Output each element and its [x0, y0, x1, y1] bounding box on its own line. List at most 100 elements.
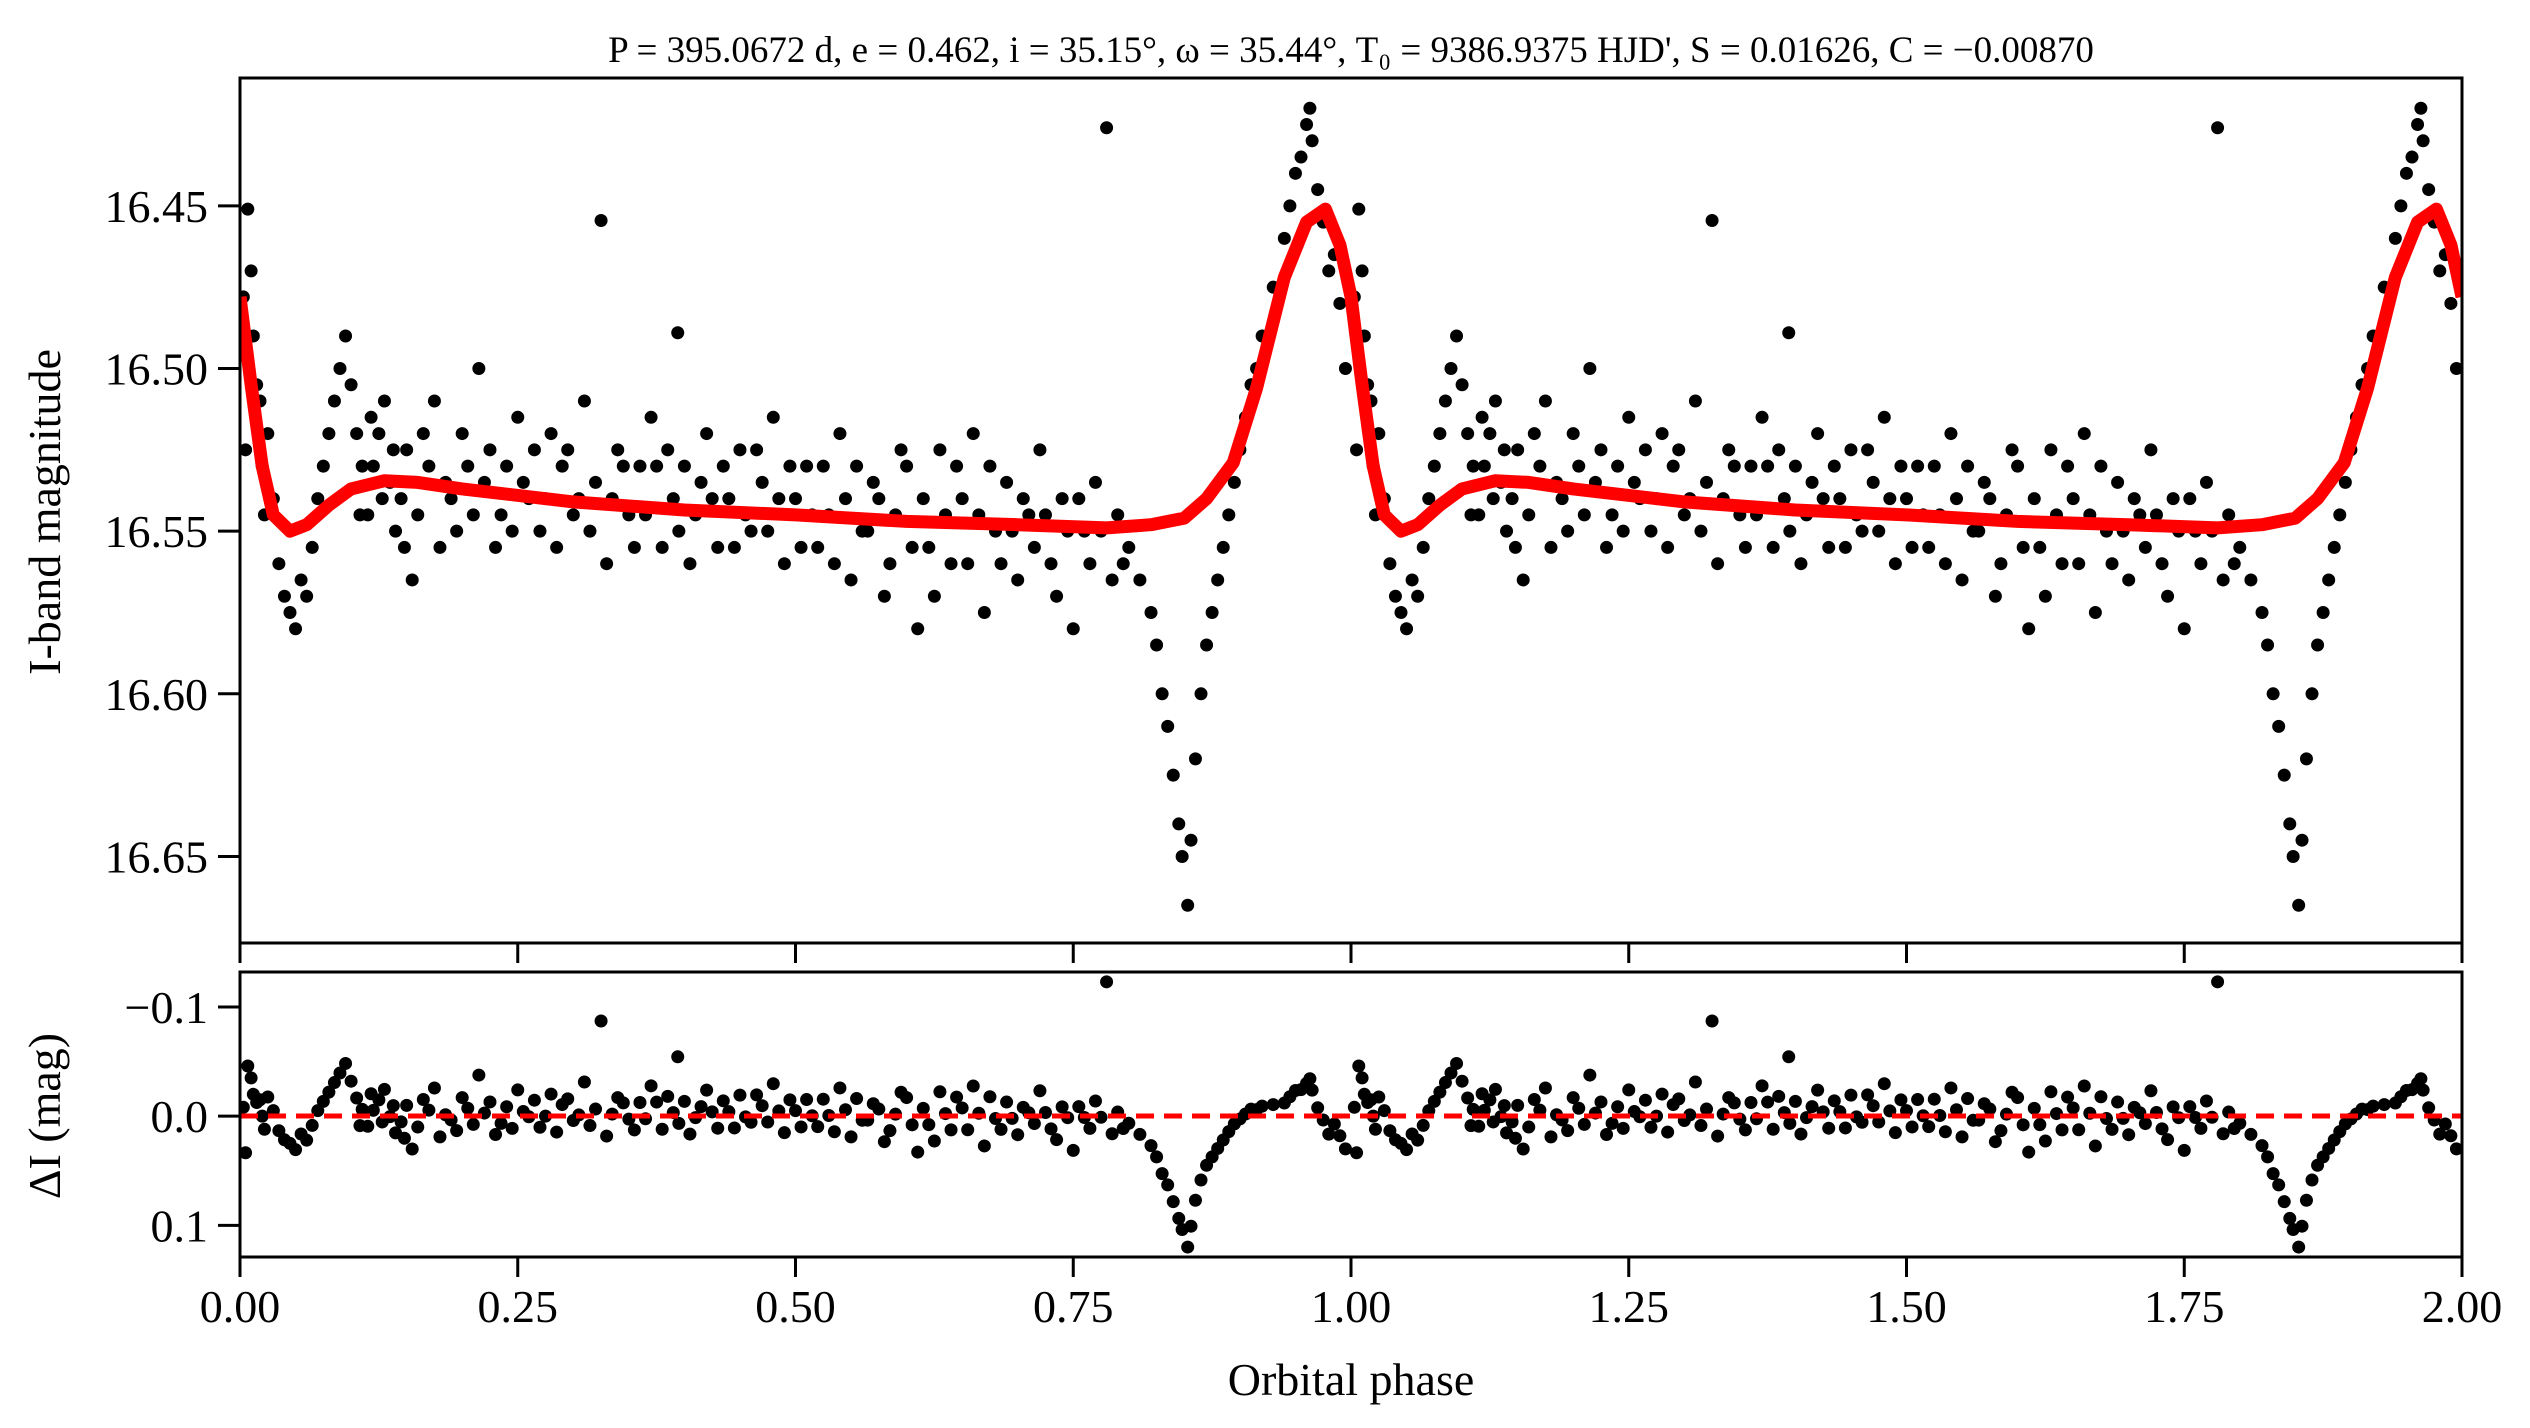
residual-point [2292, 1240, 2306, 1254]
observation-point [1450, 329, 1464, 343]
observation-point [241, 202, 255, 216]
residual-point [694, 1100, 708, 1114]
residual-point [1411, 1133, 1425, 1147]
residual-point [838, 1103, 852, 1117]
observation-point [1577, 508, 1591, 522]
observation-point [1888, 557, 1902, 571]
residual-point [1627, 1105, 1641, 1119]
observation-point [1616, 524, 1630, 538]
residual-point [533, 1120, 547, 1134]
residual-point [1761, 1095, 1775, 1109]
residual-point [1933, 1108, 1947, 1122]
observation-point [555, 459, 569, 473]
residual-point [377, 1082, 391, 1096]
residual-point [2295, 1219, 2309, 1233]
observation-point [533, 524, 547, 538]
residual-point [1782, 1050, 1796, 1064]
observation-point [1838, 540, 1852, 554]
x-tick-label: 0.75 [1033, 1281, 1114, 1332]
observation-point [1783, 524, 1797, 538]
residual-point [1755, 1079, 1769, 1093]
residual-point [2366, 1099, 2380, 1113]
observation-point [838, 492, 852, 506]
residual-point [550, 1125, 564, 1139]
residual-point [1438, 1076, 1452, 1090]
observation-point [1181, 898, 1195, 912]
residual-point [2199, 1094, 2213, 1108]
observation-point [761, 524, 775, 538]
observation-point [1972, 524, 1986, 538]
observation-point [511, 410, 525, 424]
observation-point [977, 605, 991, 619]
observation-point [1983, 492, 1997, 506]
observation-point [1516, 573, 1530, 587]
observation-point [2138, 540, 2152, 554]
residual-point [1672, 1092, 1686, 1106]
residual-point [783, 1093, 797, 1107]
residual-point [2188, 1111, 2202, 1125]
observation-point [1355, 264, 1369, 278]
observation-point [494, 508, 508, 522]
observation-point [2127, 492, 2141, 506]
observation-point [1866, 475, 1880, 489]
residual-point [305, 1118, 319, 1132]
observation-point [2094, 459, 2108, 473]
residual-point [755, 1099, 769, 1113]
residual-point [633, 1095, 647, 1109]
observation-point [2411, 118, 2425, 132]
residual-point [977, 1139, 991, 1153]
observation-point [240, 443, 253, 457]
observation-point [1566, 427, 1580, 441]
residual-point [1861, 1088, 1875, 1102]
residual-point [1181, 1240, 1195, 1254]
x-tick-label: 0.50 [755, 1281, 836, 1332]
observation-point [2255, 605, 2269, 619]
residual-point [2161, 1133, 2175, 1147]
observation-point [1611, 459, 1625, 473]
residual-point [577, 1075, 591, 1089]
residual-point [671, 1050, 685, 1064]
observation-point [300, 589, 314, 603]
observation-point [1872, 524, 1886, 538]
observation-point [1222, 508, 1236, 522]
observation-point [1475, 410, 1489, 424]
residual-point [1955, 1130, 1969, 1144]
observation-point [600, 557, 614, 571]
observation-point [1894, 459, 1908, 473]
residual-point [716, 1094, 730, 1108]
residual-point [794, 1120, 808, 1134]
residual-point [257, 1122, 271, 1136]
observation-point [900, 459, 914, 473]
bottom-ticks: 0.00 0.25 0.50 0.75 1.00 1.25 1.50 1.75 2.00 −0.1… [125, 982, 2503, 1332]
observation-point [911, 622, 925, 636]
observation-point [711, 540, 725, 554]
y-tick-label: 16.55 [105, 506, 209, 557]
observation-point [1505, 492, 1519, 506]
residual-point [1464, 1119, 1478, 1133]
observation-point [2416, 134, 2430, 148]
observation-point [1303, 101, 1317, 115]
residual-point [733, 1088, 747, 1102]
residual-point [1083, 1121, 1097, 1135]
observation-point [516, 475, 530, 489]
observation-point [1994, 557, 2008, 571]
residual-point [1255, 1099, 1269, 1113]
observation-point [671, 326, 685, 340]
observation-point [2322, 573, 2336, 587]
residual-point [1894, 1093, 1908, 1107]
observation-point [750, 443, 764, 457]
residual-point [961, 1123, 975, 1137]
observation-point [1511, 443, 1525, 457]
residual-point [1688, 1075, 1702, 1089]
residual-point [1166, 1195, 1180, 1209]
observation-point [2295, 833, 2309, 847]
residual-point [416, 1092, 430, 1106]
observation-point [1666, 459, 1680, 473]
observation-point [1905, 540, 1919, 554]
observation-point [2338, 475, 2352, 489]
residual-point [2105, 1122, 2119, 1136]
observation-point [2305, 687, 2319, 701]
observation-point [2261, 638, 2275, 652]
residual-point [872, 1102, 886, 1116]
observation-point [2211, 121, 2225, 135]
